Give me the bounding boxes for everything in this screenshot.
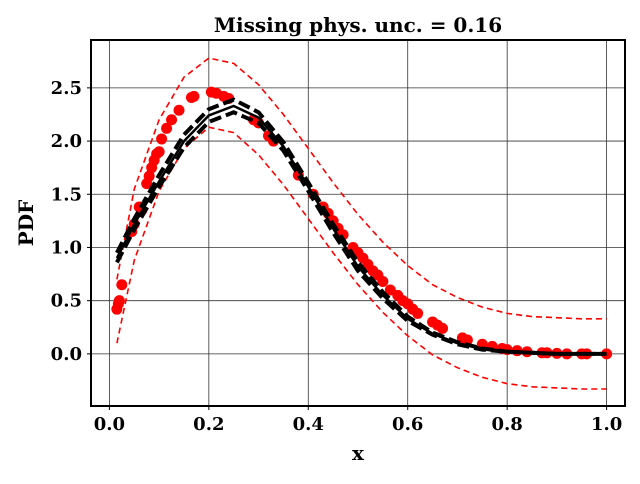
y-tick-label: 0.0 (51, 344, 82, 365)
data-point (173, 104, 185, 116)
data-point (143, 170, 155, 182)
black-dashed-line (115, 97, 607, 356)
y-tick-label: 2.5 (51, 78, 82, 99)
y-tick-label: 0.5 (51, 291, 82, 312)
x-tick-label: 0.4 (293, 414, 324, 435)
black-dashed-line (115, 110, 607, 356)
red-dashed-line (116, 57, 607, 320)
data-point (437, 322, 449, 334)
y-axis-label: PDF (14, 200, 38, 247)
data-point (156, 133, 168, 145)
x-tick-label: 1.0 (591, 414, 622, 435)
data-point (412, 307, 424, 319)
x-tick-label: 0.2 (193, 414, 224, 435)
y-tick-label: 1.5 (51, 184, 82, 205)
data-point (113, 295, 125, 307)
data-point (116, 279, 128, 291)
red-dashed-line (116, 126, 607, 390)
chart-title: Missing phys. unc. = 0.16 (214, 13, 502, 37)
data-point (161, 122, 173, 134)
x-tick-label: 0.8 (491, 414, 522, 435)
data-point (377, 276, 389, 288)
x-axis-label: x (352, 441, 365, 465)
y-tick-label: 2.0 (51, 131, 82, 152)
x-tick-label: 0.0 (94, 414, 125, 435)
data-point (153, 146, 165, 158)
data-point (461, 334, 473, 346)
plot-frame (90, 39, 626, 407)
data-point (166, 114, 178, 126)
x-tick-label: 0.6 (392, 414, 423, 435)
data-point (601, 348, 613, 360)
data-point (188, 90, 200, 102)
y-tick-label: 1.0 (51, 237, 82, 258)
